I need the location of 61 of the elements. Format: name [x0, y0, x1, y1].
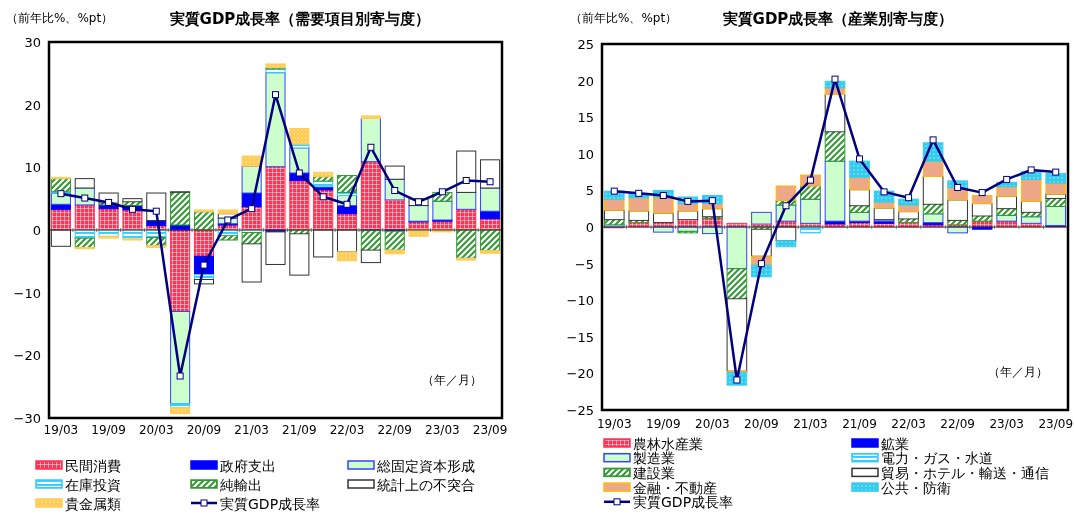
- x-axis-title: （年／月）: [988, 365, 1048, 379]
- x-tick-label: 19/03: [43, 423, 79, 437]
- y-tick-label: 0: [32, 223, 41, 238]
- legend-label: 鉱業: [881, 435, 909, 452]
- x-tick-label: 22/03: [329, 423, 365, 437]
- y-tick-label: −20: [13, 348, 41, 364]
- legend-label: 農林水産業: [633, 435, 703, 452]
- legend-label: 実質GDP成長率: [633, 494, 734, 511]
- legend-label: 政府支出: [220, 457, 276, 474]
- legend-label: 建設業: [632, 464, 675, 481]
- y-axis-title: （前年比%、%pt）: [6, 11, 114, 25]
- x-tick-label: 20/03: [695, 417, 730, 431]
- x-tick-label: 19/09: [91, 423, 126, 437]
- y-tick-label: 0: [585, 220, 594, 235]
- y-tick-label: 15: [577, 110, 594, 126]
- legend-label: 製造業: [633, 450, 675, 467]
- legend-label: 統計上の不突合: [377, 476, 475, 493]
- y-tick-label: −10: [566, 293, 594, 309]
- legend-label: 貿易・ホテル・輸送・通信: [881, 464, 1049, 481]
- y-tick-label: 20: [24, 97, 41, 113]
- x-tick-label: 22/03: [891, 417, 926, 431]
- x-axis-title: （年／月）: [422, 373, 482, 387]
- y-tick-label: 20: [577, 73, 594, 89]
- legend-label: 電力・ガス・水道: [881, 450, 993, 467]
- legend-label: 公共・防衛: [881, 479, 951, 496]
- legend-label: 純輸出: [220, 476, 262, 493]
- x-tick-label: 21/09: [282, 423, 317, 437]
- legend-label: 金融・不動産: [633, 479, 717, 496]
- x-tick-label: 20/09: [186, 423, 222, 437]
- chart-title: 実質GDP成長率（需要項目別寄与度）: [168, 10, 431, 28]
- x-tick-label: 19/03: [596, 417, 632, 431]
- legend-label: 実質GDP成長率: [220, 495, 321, 512]
- y-tick-label: −15: [566, 329, 594, 345]
- chart-title: 実質GDP成長率（産業別寄与度）: [721, 10, 954, 28]
- y-tick-label: 5: [585, 183, 594, 199]
- y-tick-label: 25: [577, 37, 594, 52]
- y-tick-label: 10: [24, 160, 41, 176]
- y-tick-label: −5: [574, 256, 594, 272]
- x-tick-label: 19/09: [646, 417, 681, 431]
- y-tick-label: −20: [566, 366, 594, 382]
- y-tick-label: 30: [24, 35, 41, 50]
- x-tick-label: 22/09: [377, 423, 413, 437]
- x-tick-label: 21/09: [842, 417, 877, 431]
- y-tick-label: −30: [13, 411, 41, 426]
- y-tick-label: −10: [13, 285, 41, 301]
- x-tick-label: 23/03: [989, 417, 1024, 431]
- y-tick-label: 10: [577, 146, 594, 162]
- x-tick-label: 22/09: [940, 417, 975, 431]
- legend-label: 総固定資本形成: [376, 457, 475, 474]
- x-tick-label: 20/03: [138, 423, 174, 437]
- y-axis-title: （前年比%、%pt）: [570, 11, 678, 25]
- x-tick-label: 23/03: [425, 423, 460, 437]
- y-tick-label: −25: [566, 403, 594, 418]
- x-tick-label: 21/03: [793, 417, 828, 431]
- x-tick-label: 20/09: [744, 417, 779, 431]
- x-tick-label: 21/03: [234, 423, 269, 437]
- legend-label: 在庫投資: [65, 476, 121, 493]
- x-tick-label: 23/09: [472, 423, 508, 437]
- legend-label: 貴金属類: [65, 495, 121, 512]
- x-tick-label: 23/09: [1038, 417, 1074, 431]
- legend-label: 民間消費: [65, 457, 121, 474]
